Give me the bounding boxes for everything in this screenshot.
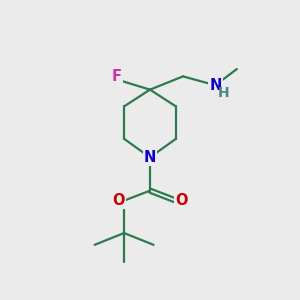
Text: H: H bbox=[218, 86, 230, 100]
Text: N: N bbox=[144, 150, 156, 165]
Text: O: O bbox=[175, 193, 188, 208]
Text: O: O bbox=[112, 193, 125, 208]
Text: F: F bbox=[112, 69, 122, 84]
Text: N: N bbox=[209, 78, 222, 93]
